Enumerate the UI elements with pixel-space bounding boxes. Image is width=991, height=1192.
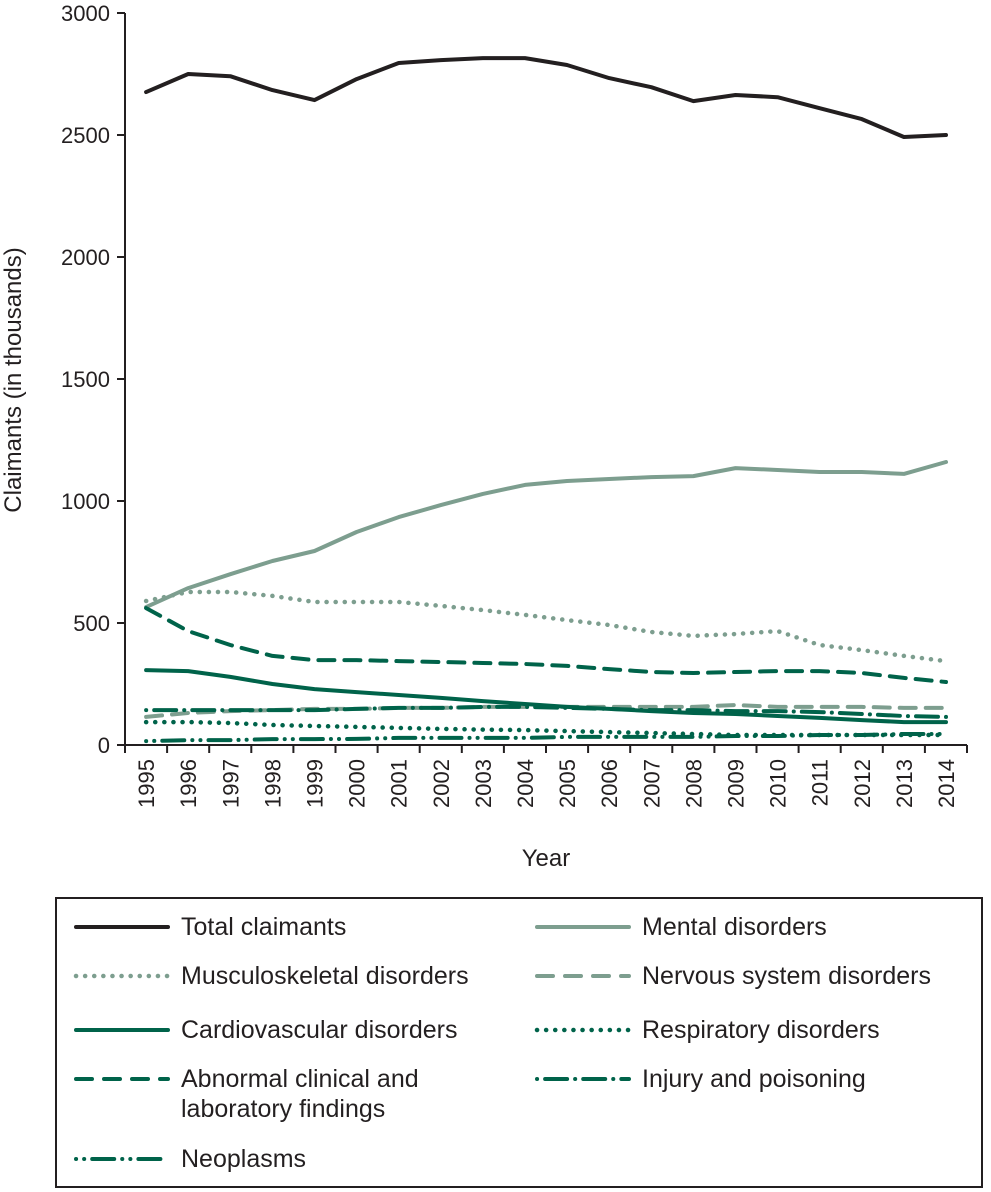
legend-item-total-claimants: Total claimants [73, 912, 346, 942]
legend-swatch [74, 1077, 170, 1081]
legend-item-nervous-system-disorders: Nervous system disorders [534, 961, 931, 991]
legend-swatch [535, 925, 631, 929]
legend-label: Respiratory disorders [642, 1016, 880, 1044]
x-tick-label: 2000 [345, 759, 370, 808]
legend-swatch [74, 925, 170, 929]
series-line-cardiovascular-disorders [144, 668, 948, 725]
legend: Total claimants Mental disorders Musculosk… [55, 897, 983, 1188]
x-tick-label: 1996 [176, 759, 201, 808]
legend-label: Musculoskeletal disorders [181, 962, 469, 990]
legend-swatch [74, 1157, 170, 1161]
x-tick-label: 2010 [766, 759, 791, 808]
x-tick-label: 2011 [808, 759, 833, 806]
legend-swatch [74, 1028, 170, 1032]
y-tick-label: 1000 [61, 489, 110, 514]
legend-label: Neoplasms [181, 1145, 307, 1173]
legend-label: Total claimants [181, 913, 347, 941]
y-tick-label: 500 [73, 611, 110, 636]
series-line-respiratory-disorders [143, 719, 949, 738]
legend-swatch [535, 974, 631, 978]
series-line-injury-and-poisoning [144, 704, 948, 719]
legend-item-abnormal-clinical-and-laboratory-findings: Abnormal clinical and laboratory finding… [73, 1064, 419, 1124]
x-axis: 1995 1996 1997 1998 1999 2000 2001 2002 2003 2004… [117, 744, 968, 808]
legend-swatch [534, 1027, 632, 1033]
x-tick-label: 2003 [471, 759, 496, 808]
x-tick-label: 1998 [260, 759, 285, 808]
series-line-abnormal-clinical-and-laboratory-findings [144, 606, 948, 684]
x-tick-label: 2009 [723, 759, 748, 808]
legend-item-injury-and-poisoning: Injury and poisoning [534, 1064, 866, 1094]
x-tick-label: 2006 [597, 759, 622, 808]
x-tick-label: 1997 [218, 759, 243, 808]
legend-label: Mental disorders [642, 913, 827, 941]
series-line-musculoskeletal-disorders [143, 589, 949, 664]
x-tick-label: 2007 [639, 759, 664, 808]
series-layer [143, 56, 949, 744]
x-tick-label: 2013 [892, 759, 917, 808]
x-tick-label: 1999 [302, 759, 327, 808]
y-tick-label: 1500 [61, 367, 110, 392]
series-line-neoplasms [144, 732, 948, 744]
x-tick-label: 2008 [681, 759, 706, 808]
x-tick-label: 1995 [134, 759, 159, 808]
y-tick-label: 3000 [61, 1, 110, 26]
legend-label: Injury and poisoning [642, 1065, 866, 1093]
legend-label: Cardiovascular disorders [181, 1016, 458, 1044]
y-tick-label: 2000 [61, 245, 110, 270]
x-tick-label: 2012 [850, 759, 875, 808]
x-axis-title: Year [522, 845, 571, 872]
y-tick-label: 0 [98, 733, 110, 758]
legend-swatch [73, 973, 171, 979]
x-tick-label: 2014 [934, 759, 959, 808]
series-line-mental-disorders [144, 460, 948, 610]
legend-item-mental-disorders: Mental disorders [534, 912, 827, 942]
x-tick-label: 2001 [387, 759, 412, 808]
legend-item-respiratory-disorders: Respiratory disorders [534, 1015, 880, 1045]
x-tick-label: 2005 [555, 759, 580, 808]
y-axis: 0 500 1000 1500 2000 2500 3000 [61, 1, 126, 758]
legend-item-cardiovascular-disorders: Cardiovascular disorders [73, 1015, 458, 1045]
legend-swatch [535, 1077, 631, 1081]
legend-item-neoplasms: Neoplasms [73, 1144, 306, 1174]
y-axis-title: Claimants (in thousands) [0, 247, 27, 512]
legend-label: Abnormal clinical and laboratory finding… [181, 1065, 419, 1123]
x-tick-label: 2004 [513, 759, 538, 808]
y-tick-label: 2500 [61, 123, 110, 148]
series-line-total-claimants [144, 56, 948, 139]
x-tick-label: 2002 [429, 759, 454, 808]
legend-label: Nervous system disorders [642, 962, 931, 990]
legend-item-musculoskeletal-disorders: Musculoskeletal disorders [73, 961, 469, 991]
